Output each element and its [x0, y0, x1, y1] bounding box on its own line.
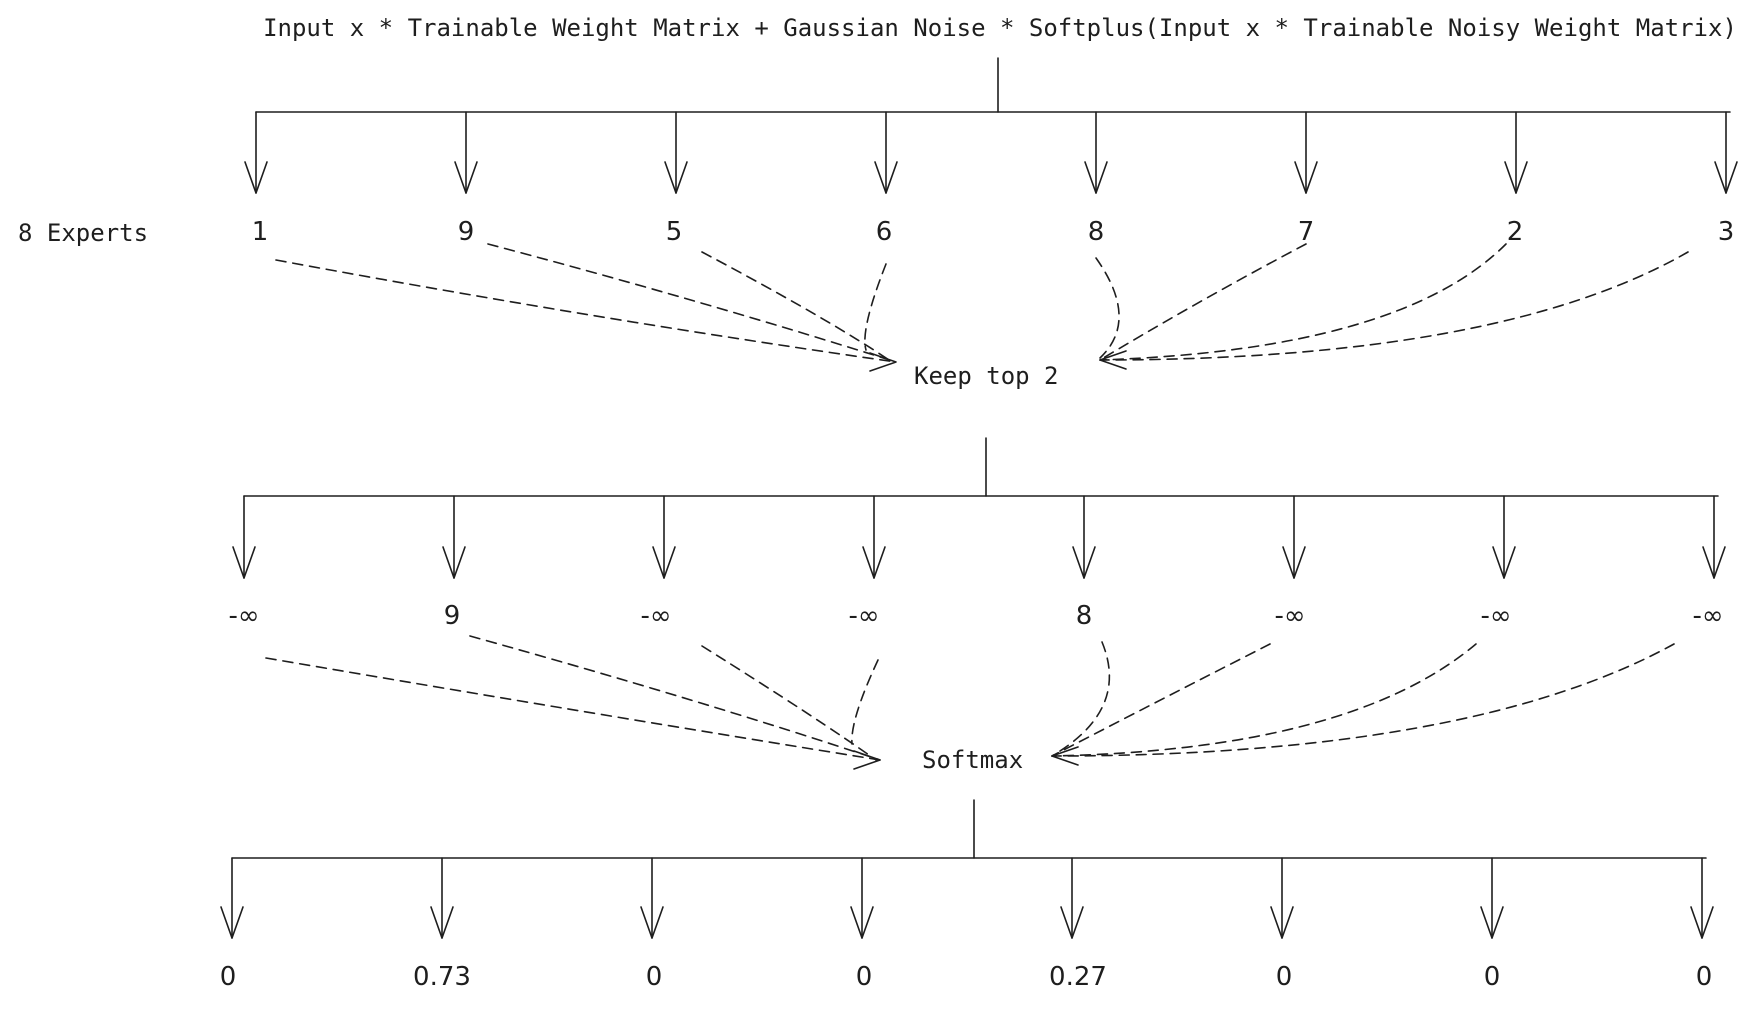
experts-label: 8 Experts	[18, 219, 148, 247]
expert-score: 1	[252, 217, 269, 247]
down-arrow-head	[1294, 161, 1318, 194]
dashed-link	[265, 657, 881, 761]
masked-score: -∞	[1480, 601, 1511, 631]
link-arrow-head	[1099, 350, 1127, 370]
dashed-link	[487, 243, 897, 363]
output-value: 0	[220, 962, 237, 992]
keep-top-label: Keep top 2	[914, 362, 1059, 390]
down-arrow-head	[1060, 906, 1084, 939]
output-value: 0	[646, 962, 663, 992]
dashed-link	[864, 263, 887, 351]
dashed-link	[1099, 243, 1307, 361]
expert-scores-row: 1 9 5 6 8 7 2 3	[252, 217, 1735, 247]
outputs-row: 0 0.73 0 0 0.27 0 0 0	[220, 962, 1713, 992]
dashed-links	[265, 243, 1689, 770]
down-arrow-head	[430, 906, 454, 939]
down-arrow-head	[1270, 906, 1294, 939]
expert-score: 9	[458, 217, 475, 247]
down-arrow-head	[1690, 906, 1714, 939]
expert-score: 7	[1298, 217, 1315, 247]
dashed-link	[1095, 257, 1120, 359]
expert-score: 2	[1507, 217, 1524, 247]
link-arrow-head	[1051, 746, 1079, 766]
masked-scores-row: -∞ 9 -∞ -∞ 8 -∞ -∞ -∞	[228, 601, 1723, 631]
expert-score: 3	[1718, 217, 1735, 247]
link-arrow-head	[853, 750, 881, 770]
down-arrow-head	[1480, 906, 1504, 939]
down-arrow-head	[652, 546, 676, 579]
expert-score: 5	[666, 217, 683, 247]
down-arrow-head	[1504, 161, 1528, 194]
down-arrow-head	[1072, 546, 1096, 579]
down-arrow-head	[1714, 161, 1738, 194]
down-arrow-head	[220, 906, 244, 939]
expert-score: 6	[876, 217, 893, 247]
output-value: 0	[1696, 962, 1713, 992]
masked-score: -∞	[228, 601, 259, 631]
softmax-label: Softmax	[922, 746, 1023, 774]
dashed-link	[1099, 251, 1689, 361]
masked-score: -∞	[640, 601, 671, 631]
down-arrow-head	[232, 546, 256, 579]
formula-text: Input x * Trainable Weight Matrix + Gaus…	[263, 14, 1737, 42]
dashed-link	[851, 659, 879, 745]
down-arrow-head	[244, 161, 268, 194]
connectors	[220, 57, 1738, 939]
dashed-link	[701, 645, 877, 761]
down-arrow-head	[874, 161, 898, 194]
down-arrow-head	[1702, 546, 1726, 579]
down-arrow-head	[850, 906, 874, 939]
down-arrow-head	[442, 546, 466, 579]
output-value: 0	[856, 962, 873, 992]
masked-score: -∞	[1692, 601, 1723, 631]
masked-score: 8	[1076, 601, 1093, 631]
dashed-link	[275, 259, 897, 363]
dashed-link	[1051, 641, 1111, 757]
down-arrow-head	[640, 906, 664, 939]
link-arrow-head	[869, 352, 897, 372]
output-value: 0	[1484, 962, 1501, 992]
dashed-link	[701, 251, 893, 363]
down-arrow-head	[1282, 546, 1306, 579]
down-arrow-head	[1084, 161, 1108, 194]
masked-score: -∞	[1274, 601, 1305, 631]
masked-score: -∞	[848, 601, 879, 631]
output-value: 0.73	[413, 962, 471, 992]
dashed-link	[1099, 243, 1507, 361]
output-value: 0	[1276, 962, 1293, 992]
expert-score: 8	[1088, 217, 1105, 247]
down-arrow-head	[862, 546, 886, 579]
down-arrow-head	[1492, 546, 1516, 579]
down-arrow-head	[454, 161, 478, 194]
output-value: 0.27	[1049, 962, 1107, 992]
dashed-link	[1051, 643, 1271, 757]
dashed-link	[1051, 643, 1477, 757]
dashed-link	[469, 635, 881, 761]
dashed-link	[1051, 643, 1675, 757]
masked-score: 9	[444, 601, 461, 631]
down-arrow-head	[664, 161, 688, 194]
